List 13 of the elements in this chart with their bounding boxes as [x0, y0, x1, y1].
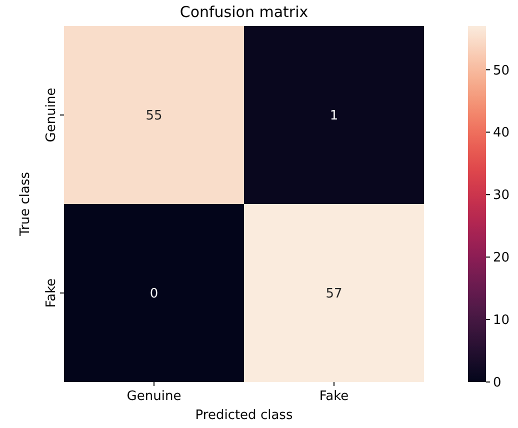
- x-axis-title: Predicted class: [195, 408, 293, 423]
- color-bar-label: 30: [493, 188, 510, 204]
- color-bar-label: 0: [493, 376, 502, 391]
- data-label: 55: [146, 108, 162, 124]
- data-label: 57: [326, 286, 342, 302]
- data-label: 1: [330, 108, 338, 124]
- color-bar-label: 20: [493, 250, 510, 266]
- y-axis-title: True class: [18, 172, 33, 238]
- color-bar-label: 50: [493, 63, 510, 78]
- data-label: 0: [150, 286, 158, 302]
- color-bar-label: 10: [493, 313, 510, 328]
- chart-title: Confusion matrix: [180, 3, 308, 21]
- color-bar-label: 40: [493, 126, 510, 141]
